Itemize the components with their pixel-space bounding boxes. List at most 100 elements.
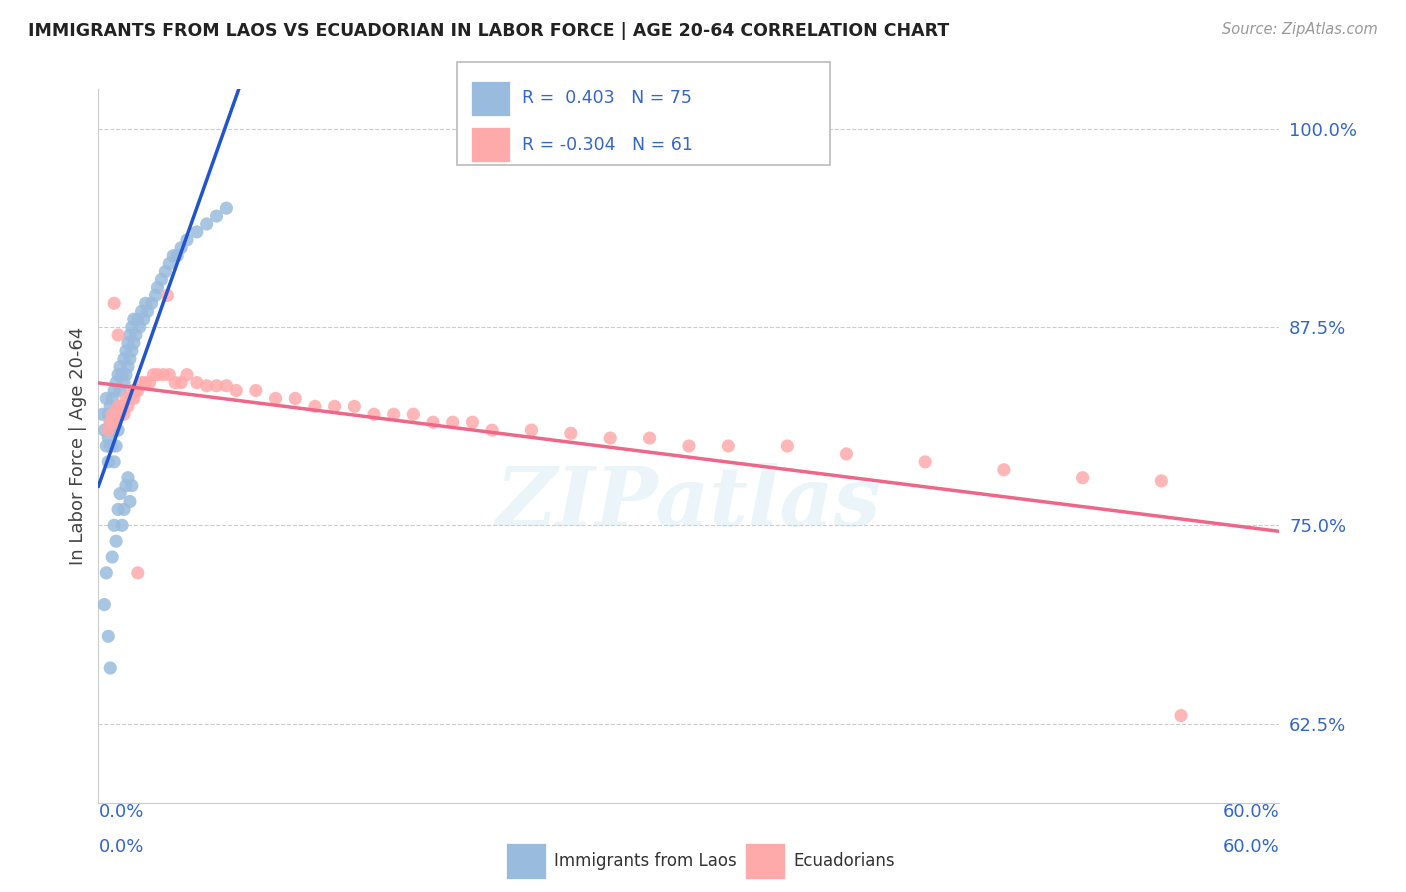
Point [115,368,138,382]
Point [122,335,145,350]
Point [131,304,153,318]
Point [343,400,366,414]
Text: 60.0%: 60.0% [1223,803,1279,821]
Point [111,400,134,414]
Text: 0.0%: 0.0% [98,803,143,821]
Point [115,343,138,358]
Point [105,376,128,390]
Point [121,478,143,492]
Point [150,272,173,286]
Point [121,320,143,334]
Text: R =  0.403   N = 75: R = 0.403 N = 75 [522,89,692,107]
Point [157,368,180,382]
Point [146,280,169,294]
Point [107,502,129,516]
Point [165,376,187,390]
Point [101,439,124,453]
Point [1071,471,1094,485]
Point [115,392,138,406]
Point [363,407,385,421]
Point [108,384,131,398]
Point [105,534,128,549]
Text: Source: ZipAtlas.com: Source: ZipAtlas.com [1222,22,1378,37]
Point [264,392,287,406]
Point [118,392,141,406]
Point [481,423,503,437]
Point [117,471,139,485]
Point [108,407,131,421]
Point [717,439,740,453]
Point [157,257,180,271]
Point [560,426,582,441]
Point [205,378,228,392]
Point [125,384,148,398]
Point [186,376,208,390]
Point [323,400,346,414]
Point [121,384,143,398]
Point [638,431,661,445]
Point [776,439,799,453]
Point [136,304,159,318]
Point [118,494,141,508]
Point [914,455,936,469]
Point [107,423,129,437]
Point [195,217,218,231]
Point [141,296,163,310]
Point [98,661,121,675]
Point [108,486,131,500]
Point [101,392,124,406]
Point [170,241,193,255]
Point [127,312,149,326]
Point [135,376,157,390]
Point [98,439,121,453]
Point [98,415,121,429]
Point [186,225,208,239]
Point [142,368,165,382]
Point [441,415,464,429]
Point [152,368,174,382]
Point [128,320,150,334]
Point [103,518,125,533]
Point [131,376,153,390]
Point [122,392,145,406]
Point [103,296,125,310]
Point [284,392,307,406]
Point [520,423,543,437]
Point [156,288,179,302]
Text: Immigrants from Laos: Immigrants from Laos [554,852,737,870]
Point [132,312,155,326]
Point [105,439,128,453]
Point [97,407,120,421]
Point [993,463,1015,477]
Point [98,400,121,414]
Point [97,629,120,643]
Point [599,431,621,445]
Point [112,407,135,421]
Y-axis label: In Labor Force | Age 20-64: In Labor Force | Age 20-64 [69,326,87,566]
Point [118,351,141,366]
Point [97,455,120,469]
Point [107,328,129,343]
Point [155,264,177,278]
Point [115,478,138,492]
Point [195,378,218,392]
Point [111,518,134,533]
Point [225,384,247,398]
Point [108,359,131,374]
Point [125,328,148,343]
Point [138,376,160,390]
Point [176,368,198,382]
Point [97,431,120,445]
Point [111,400,134,414]
Point [117,335,139,350]
Text: Ecuadorians: Ecuadorians [793,852,894,870]
Point [122,312,145,326]
Point [145,288,167,302]
Point [93,598,115,612]
Point [1150,474,1173,488]
Point [127,384,149,398]
Point [103,415,125,429]
Point [93,423,115,437]
Point [461,415,484,429]
Point [107,400,129,414]
